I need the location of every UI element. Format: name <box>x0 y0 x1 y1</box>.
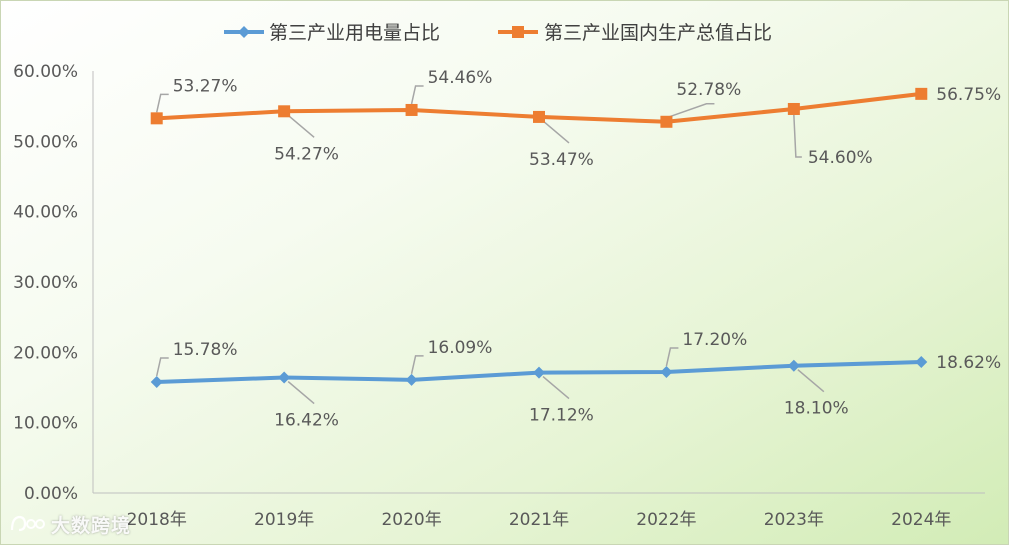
data-point-diamond <box>278 371 291 384</box>
y-tick-label: 50.00% <box>13 132 78 152</box>
label-leader-line <box>797 369 825 393</box>
legend-marker-square <box>512 26 524 38</box>
data-point-diamond <box>787 359 800 372</box>
data-point-square <box>405 103 418 116</box>
dashuju-logo-icon <box>10 515 45 532</box>
y-tick-label: 60.00% <box>13 62 78 82</box>
watermark: 大数跨境 <box>9 511 131 537</box>
data-label: 56.75% <box>936 85 1001 105</box>
label-leader-line <box>542 120 570 144</box>
data-point-diamond <box>533 366 545 379</box>
x-tick-label: 2023年 <box>764 510 824 530</box>
x-tick-label: 2019年 <box>254 510 314 530</box>
label-leader-line <box>155 357 169 377</box>
label-leader-lines <box>155 85 825 405</box>
data-point-diamond <box>150 376 163 389</box>
label-leader-line <box>666 103 715 119</box>
data-label: 17.20% <box>682 330 747 350</box>
data-point-square <box>915 87 928 100</box>
label-leader-line <box>155 93 169 113</box>
data-label: 53.27% <box>173 76 238 96</box>
data-point-square <box>278 105 291 118</box>
legend-label: 第三产业用电量占比 <box>269 22 440 44</box>
data-label: 54.46% <box>428 68 493 88</box>
data-point-square <box>533 110 545 123</box>
legend-item-gdp-share: 第三产业国内生产总值占比 <box>498 22 772 44</box>
series-gdp-share <box>150 87 928 128</box>
label-leader-line <box>665 347 679 367</box>
series-electricity-share <box>150 356 928 389</box>
data-point-square <box>660 115 673 128</box>
label-leader-line <box>287 380 315 405</box>
label-leader-line <box>410 355 424 374</box>
legend-label: 第三产业国内生产总值占比 <box>544 22 772 44</box>
label-leader-line <box>287 114 315 138</box>
data-point-diamond <box>405 373 418 386</box>
x-tick-label: 2022年 <box>636 510 696 530</box>
legend-marker-diamond <box>238 26 250 38</box>
y-tick-label: 0.00% <box>24 484 78 504</box>
data-labels: 15.78% 16.42% 16.09% 17.12% 17.20% 18.10% 18.6… <box>173 68 1001 431</box>
data-label: 16.09% <box>428 338 493 358</box>
data-label: 53.47% <box>529 150 594 170</box>
x-tick-label: 2021年 <box>509 510 569 530</box>
series-group <box>150 87 928 389</box>
y-tick-label: 30.00% <box>13 273 78 293</box>
data-label: 18.10% <box>784 399 849 419</box>
y-tick-label: 10.00% <box>13 414 78 434</box>
data-label: 17.12% <box>529 406 594 426</box>
watermark-text: 大数跨境 <box>51 514 132 537</box>
data-label: 54.60% <box>808 148 873 168</box>
x-tick-label: 2018年 <box>127 510 187 530</box>
label-leader-line <box>542 376 570 400</box>
data-point-square <box>787 102 800 115</box>
y-tick-label: 40.00% <box>13 203 78 223</box>
data-label: 52.78% <box>676 80 741 100</box>
label-leader-line <box>793 114 802 158</box>
data-point-diamond <box>660 366 673 379</box>
data-label: 18.62% <box>936 353 1001 373</box>
y-tick-label: 20.00% <box>13 343 78 363</box>
label-leader-line <box>410 85 424 105</box>
legend: 第三产业用电量占比 第三产业国内生产总值占比 <box>224 22 772 44</box>
legend-item-electricity-share: 第三产业用电量占比 <box>224 22 440 44</box>
data-label: 15.78% <box>173 340 238 360</box>
x-tick-label: 2024年 <box>891 510 951 530</box>
data-point-diamond <box>915 356 928 369</box>
data-label: 54.27% <box>274 144 339 164</box>
x-tick-label: 2020年 <box>381 510 441 530</box>
data-point-square <box>150 112 163 125</box>
data-label: 16.42% <box>274 411 339 431</box>
axes: 0.00% 10.00% 20.00% 30.00% 40.00% 50.00% 60.00… <box>13 62 985 530</box>
